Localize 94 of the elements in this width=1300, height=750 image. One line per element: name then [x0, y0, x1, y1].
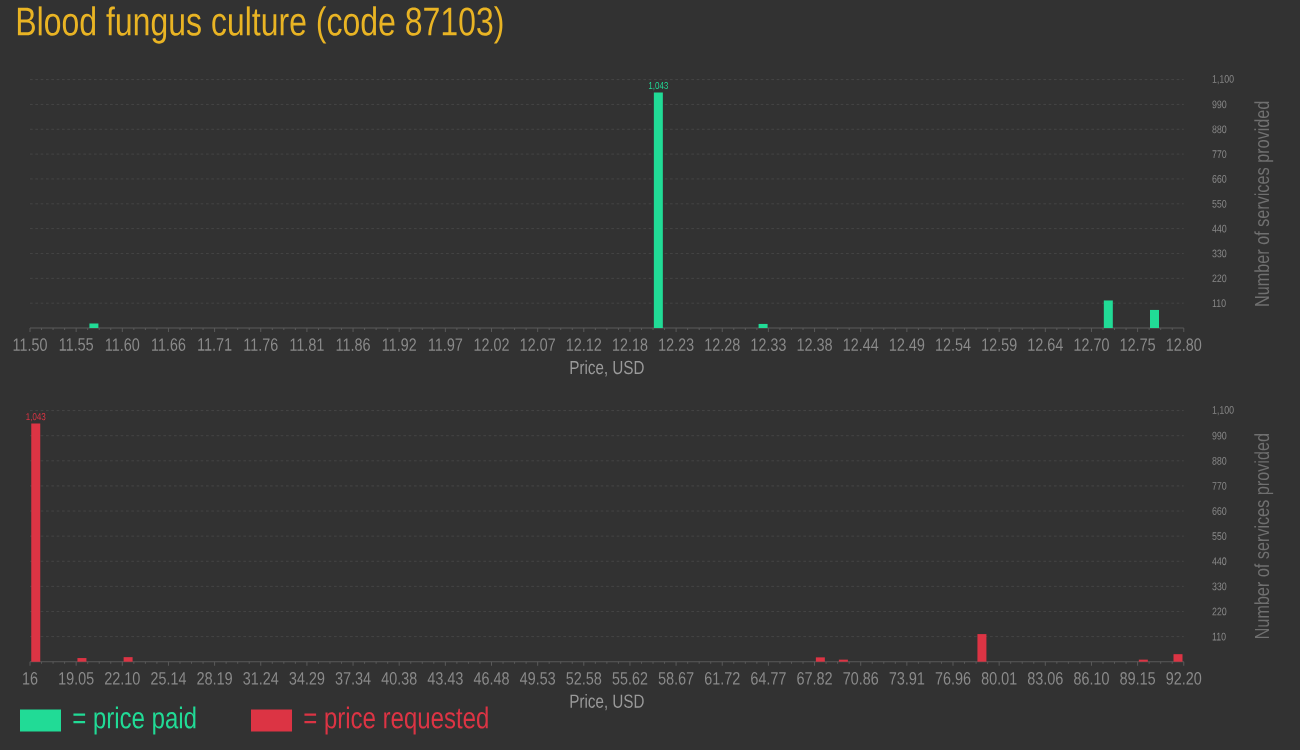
x-tick-label: 12.07: [520, 338, 555, 351]
x-tick-label: 11.60: [105, 338, 140, 351]
x-tick-label: 12.33: [751, 338, 786, 351]
bar: [838, 659, 848, 662]
x-tick-label: 92.20: [1166, 671, 1202, 685]
y-tick-label: 440: [1212, 557, 1227, 566]
x-tick-label: 40.38: [381, 671, 417, 685]
x-tick-label: 12.75: [1120, 338, 1156, 351]
x-tick-label: 12.49: [889, 338, 925, 351]
y-tick-label: 770: [1212, 150, 1227, 159]
bar: [758, 323, 768, 328]
bar: [977, 634, 987, 662]
x-tick-label: 12.64: [1028, 338, 1063, 351]
x-tick-label: 46.48: [473, 671, 509, 685]
y-tick-label: 110: [1212, 299, 1226, 308]
y-axis-title: Number of services provided: [1254, 101, 1274, 306]
x-tick-label: 12.44: [843, 338, 879, 351]
legend-label: = price requested: [304, 706, 488, 735]
y-axis-title: Number of services provided: [1254, 434, 1274, 638]
bar: [123, 657, 133, 662]
x-tick-label: 28.19: [197, 671, 232, 685]
x-tick-label: 11.86: [336, 338, 370, 351]
x-axis-title: Price, USD: [570, 360, 644, 377]
x-tick-label: 11.97: [428, 338, 463, 351]
bar: [1103, 300, 1113, 328]
bar: [77, 658, 87, 662]
y-tick-label: 990: [1212, 431, 1227, 440]
x-tick-label: 61.72: [704, 671, 740, 685]
y-tick-label: 220: [1212, 607, 1227, 616]
legend-label: = price paid: [73, 706, 196, 735]
x-tick-label: 19.05: [59, 671, 94, 685]
y-tick-label: 220: [1212, 274, 1227, 283]
y-tick-label: 990: [1212, 100, 1227, 109]
x-tick-label: 76.96: [935, 671, 971, 685]
x-axis-title: Price, USD: [570, 693, 644, 711]
x-tick-label: 12.02: [474, 338, 509, 351]
x-tick-label: 52.58: [566, 671, 602, 685]
x-tick-label: 12.28: [705, 338, 740, 351]
data-label: 1,043: [26, 413, 46, 422]
y-tick-label: 110: [1212, 632, 1226, 641]
x-tick-label: 83.06: [1027, 671, 1063, 685]
bar: [1149, 309, 1159, 328]
x-tick-label: 34.29: [289, 671, 325, 685]
x-tick-label: 80.01: [981, 671, 1017, 685]
x-tick-label: 11.71: [198, 338, 232, 351]
x-tick-label: 25.14: [151, 671, 187, 685]
x-tick-label: 12.54: [936, 338, 971, 351]
x-tick-label: 64.77: [751, 671, 786, 685]
x-tick-label: 11.92: [382, 338, 416, 351]
y-tick-label: 1,100: [1212, 75, 1234, 85]
x-tick-label: 12.38: [797, 338, 832, 351]
bar: [1138, 659, 1148, 662]
y-tick-label: 660: [1212, 175, 1227, 183]
x-tick-label: 12.59: [982, 338, 1017, 351]
bar: [815, 657, 825, 662]
x-tick-label: 73.91: [889, 671, 925, 685]
bar: [653, 92, 663, 328]
x-tick-label: 16: [23, 671, 38, 685]
x-tick-label: 31.24: [243, 671, 279, 685]
y-tick-label: 1,100: [1212, 406, 1234, 416]
x-tick-label: 11.81: [290, 338, 324, 351]
bar: [31, 423, 41, 662]
x-tick-label: 43.43: [427, 671, 463, 685]
x-tick-label: 12.80: [1166, 338, 1202, 351]
x-tick-label: 12.70: [1074, 338, 1109, 351]
y-tick-label: 880: [1212, 125, 1227, 134]
y-tick-label: 440: [1212, 224, 1227, 233]
x-tick-label: 22.10: [105, 671, 140, 685]
bar: [1173, 654, 1183, 662]
y-tick-label: 550: [1212, 199, 1227, 208]
x-tick-label: 12.12: [566, 338, 602, 351]
y-tick-label: 330: [1212, 582, 1227, 591]
chart-title: Blood fungus culture (code 87103): [17, 6, 503, 44]
x-tick-label: 11.50: [13, 338, 47, 351]
x-tick-label: 12.18: [613, 338, 648, 351]
x-tick-label: 37.34: [335, 671, 371, 685]
bar: [89, 323, 99, 328]
x-tick-label: 70.86: [843, 671, 879, 685]
x-tick-label: 67.82: [797, 671, 832, 685]
x-tick-label: 12.23: [659, 338, 694, 351]
x-tick-label: 11.76: [244, 338, 278, 351]
x-tick-label: 49.53: [519, 671, 556, 685]
x-tick-label: 89.15: [1120, 671, 1156, 685]
y-tick-label: 550: [1212, 532, 1227, 541]
y-tick-label: 880: [1212, 456, 1227, 465]
y-tick-label: 770: [1212, 482, 1227, 490]
y-tick-label: 330: [1212, 249, 1227, 258]
x-tick-label: 86.10: [1074, 671, 1109, 685]
x-tick-label: 11.55: [59, 338, 94, 351]
y-tick-label: 660: [1212, 507, 1227, 515]
x-tick-label: 55.62: [612, 671, 648, 685]
data-label: 1,043: [648, 81, 669, 91]
x-tick-label: 11.66: [152, 338, 186, 351]
x-tick-label: 58.67: [658, 671, 694, 685]
